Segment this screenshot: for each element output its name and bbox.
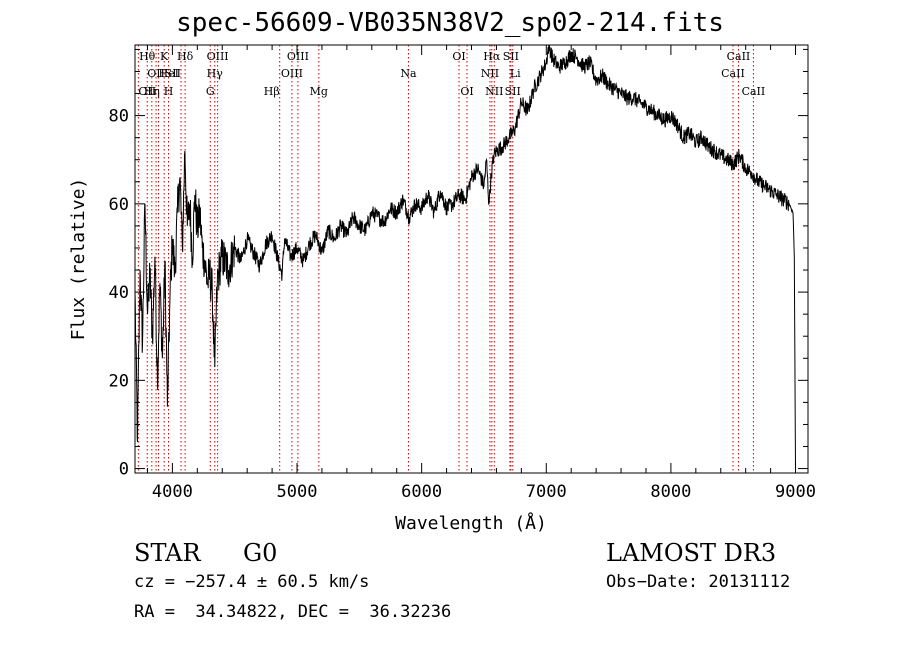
- line-marker-label: G: [206, 85, 215, 98]
- x-axis-label: Wavelength (Å): [395, 512, 547, 534]
- line-marker-label: Hθ: [139, 50, 156, 63]
- sky-coordinates: RA = 34.34822, DEC = 36.32236: [134, 602, 452, 622]
- x-tick-label: 6000: [401, 482, 442, 502]
- line-marker-label: CaII: [727, 50, 751, 63]
- line-marker-label: OIII: [207, 50, 229, 63]
- x-tick-label: 8000: [650, 482, 691, 502]
- x-tick-label: 9000: [775, 482, 816, 502]
- line-marker-label: HeI: [159, 67, 179, 80]
- line-marker-label: SII: [165, 67, 181, 80]
- emission-line-markers: [137, 45, 754, 473]
- y-tick-label: 20: [109, 371, 129, 391]
- object-class: STAR: [134, 539, 201, 567]
- line-marker-label: Hδ: [177, 50, 194, 63]
- x-tick-label: 5000: [277, 482, 318, 502]
- line-marker-label: Hγ: [207, 67, 224, 80]
- line-marker-label: Hη: [144, 85, 160, 98]
- line-marker-label: NII: [485, 85, 503, 98]
- y-axis-label: Flux (relative): [68, 178, 89, 341]
- x-tick-label: 4000: [152, 482, 193, 502]
- line-marker-label: K: [160, 50, 169, 63]
- line-marker-label: CaII: [742, 85, 766, 98]
- survey-name: LAMOST DR3: [606, 539, 777, 567]
- spectral-subclass: G0: [243, 539, 278, 567]
- line-marker-label: Mg: [310, 85, 328, 98]
- line-marker-label: OIII: [287, 50, 309, 63]
- line-marker-label: Hα: [483, 50, 501, 63]
- redshift-velocity: cz = −257.4 ± 60.5 km/s: [134, 572, 370, 592]
- line-marker-label: NII: [481, 67, 499, 80]
- y-tick-label: 80: [109, 107, 129, 127]
- line-marker-label: OI: [460, 85, 473, 98]
- line-marker-label: OI: [452, 50, 465, 63]
- axis-ticks: 4000 5000 6000 7000 8000 9000 0 20 40 60 80: [109, 45, 816, 502]
- y-tick-label: 60: [109, 195, 129, 215]
- line-marker-label: OII: [147, 67, 165, 80]
- line-marker-label: CaII: [721, 67, 745, 80]
- plot-frame: [134, 44, 809, 474]
- line-marker-label: OIII: [281, 67, 303, 80]
- line-marker-label: OII: [138, 85, 156, 98]
- line-marker-label: Na: [400, 67, 417, 80]
- x-tick-label: 7000: [526, 482, 567, 502]
- spectrum-line: [134, 44, 796, 469]
- y-tick-label: 0: [119, 460, 129, 480]
- line-marker-label: H: [164, 85, 174, 98]
- line-marker-label: SII: [503, 50, 519, 63]
- y-tick-label: 40: [109, 283, 129, 303]
- line-marker-label: Hβ: [264, 85, 280, 98]
- observation-date: Obs−Date: 20131112: [606, 572, 791, 592]
- line-marker-label: Li: [510, 67, 521, 80]
- plot-title: spec-56609-VB035N38V2_sp02-214.fits: [176, 8, 724, 38]
- series-layer: [134, 44, 796, 469]
- line-marker-label: SII: [505, 85, 521, 98]
